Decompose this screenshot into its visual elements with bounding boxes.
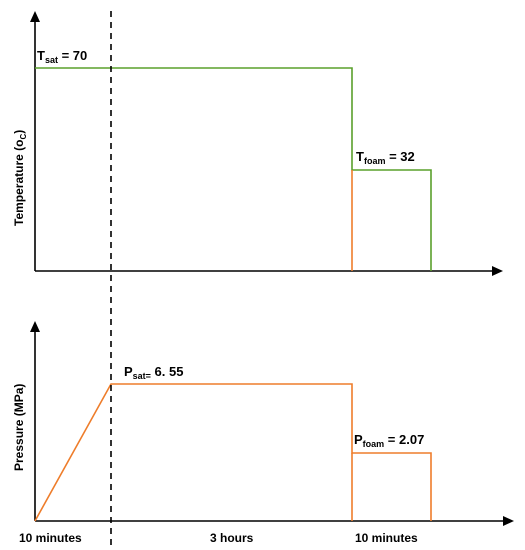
pfoam-label: Pfoam = 2.07: [354, 432, 424, 449]
pressure-axis-label: Pressure (MPa): [12, 384, 26, 471]
temperature-y-axis-arrow: [30, 11, 40, 22]
pressure-profile-line: [34, 383, 432, 522]
pressure-x-axis-arrow: [503, 516, 514, 526]
tsat-label: Tsat = 70: [37, 48, 87, 65]
pressure-y-axis-arrow: [30, 321, 40, 332]
stage1-duration-label: 10 minutes: [19, 531, 82, 545]
temperature-x-axis-arrow: [492, 266, 503, 276]
temperature-profile-line: [35, 67, 432, 271]
pressure-panel: Psat= 6. 55 Pfoam = 2.07 Pressure (MPa): [12, 321, 514, 526]
tfoam-label: Tfoam = 32: [356, 149, 415, 166]
stage3-duration-label: 10 minutes: [355, 531, 418, 545]
stage2-duration-label: 3 hours: [210, 531, 254, 545]
temperature-panel: Tsat = 70 Tfoam = 32 Temperature (oC): [12, 11, 503, 276]
temperature-axis-label: Temperature (oC): [12, 130, 28, 226]
psat-label: Psat= 6. 55: [124, 364, 183, 381]
